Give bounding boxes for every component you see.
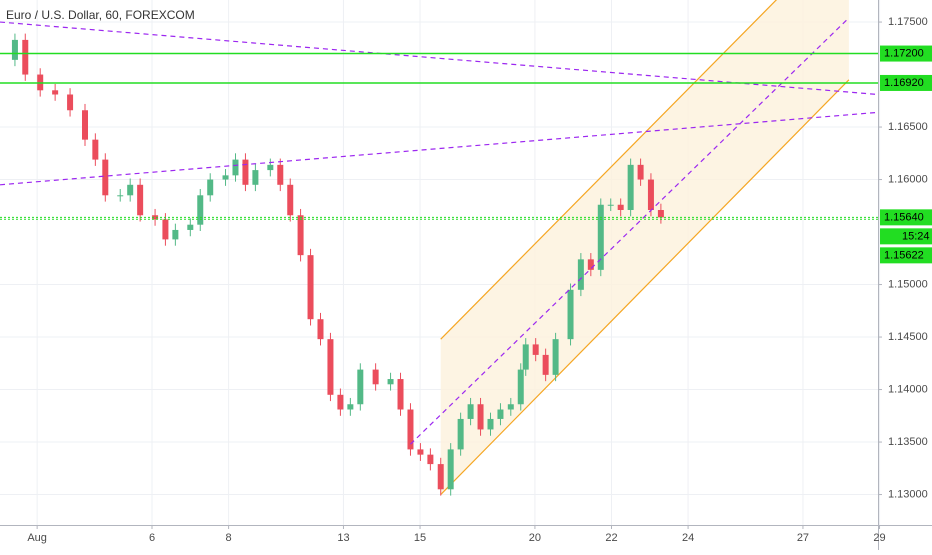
price-tag-label: 1.16920: [884, 77, 924, 89]
candle-body: [637, 164, 644, 180]
candle-body: [427, 454, 434, 465]
trend-line: [410, 17, 850, 445]
x-tick-label: 6: [149, 532, 155, 544]
candle-body: [52, 90, 59, 95]
candle-body: [137, 184, 144, 216]
x-tick-label: 13: [337, 532, 349, 544]
candle-body: [152, 215, 159, 220]
price-tag-label: 1.17200: [884, 47, 924, 59]
candle-body: [297, 215, 304, 256]
candle-body: [397, 379, 404, 410]
price-tag: [880, 209, 932, 226]
countdown-tag: [880, 228, 932, 245]
candle-body: [222, 175, 229, 180]
candle-body: [567, 289, 574, 340]
candle-body: [82, 110, 89, 140]
countdown-label: 15:24: [902, 230, 930, 242]
y-tick-label: 1.14000: [888, 383, 928, 395]
trend-line: [0, 21, 878, 96]
candle-body: [127, 184, 134, 196]
candle-body: [522, 344, 529, 370]
candle-body: [357, 369, 364, 405]
candle-body: [417, 449, 424, 455]
candle-body: [552, 339, 559, 375]
candle-body: [587, 259, 594, 270]
candle-body: [467, 404, 474, 419]
x-tick-label: 29: [873, 532, 885, 544]
candle-body: [647, 179, 654, 210]
x-tick-label: 27: [797, 532, 809, 544]
x-tick-label: Aug: [27, 532, 47, 544]
candle-body: [327, 339, 334, 395]
candle-body: [207, 179, 214, 196]
candle-body: [242, 159, 249, 185]
candle-body: [277, 164, 284, 185]
candle-body: [477, 404, 484, 430]
candle-body: [657, 210, 664, 218]
candle-body: [117, 195, 124, 197]
candle-body: [197, 195, 204, 225]
candle-body: [532, 344, 539, 355]
candle-body: [507, 404, 514, 410]
x-tick-label: 24: [682, 532, 694, 544]
candle-body: [67, 94, 74, 111]
price-tag: [880, 247, 932, 264]
y-tick-label: 1.15000: [888, 278, 928, 290]
candle-body: [187, 224, 194, 230]
price-tag-label: 1.15622: [884, 249, 924, 261]
y-tick-label: 1.16500: [888, 121, 928, 133]
candle-body: [252, 170, 259, 185]
candle-body: [11, 39, 18, 60]
axes: 1.17500 1.16500 1.16000 1.15000 1.14500 1.140…: [27, 16, 932, 544]
candle-body: [617, 204, 624, 210]
candle-body: [162, 219, 169, 240]
candle-body: [577, 259, 584, 290]
candle-body: [607, 204, 614, 206]
candle-body: [22, 39, 29, 75]
candle-body: [307, 255, 314, 320]
candle-body: [387, 379, 394, 385]
candle-body: [347, 404, 354, 410]
candle-body: [372, 369, 379, 385]
candle-body: [627, 164, 634, 210]
candle-body: [287, 184, 294, 216]
x-tick-label: 20: [529, 532, 541, 544]
channel-lower: [440, 79, 850, 495]
candle-body: [337, 394, 344, 410]
candle-body: [437, 464, 444, 490]
x-tick-label: 8: [226, 532, 232, 544]
candle-body: [102, 159, 109, 196]
price-tag-label: 1.15640: [884, 211, 924, 223]
y-tick-label: 1.14500: [888, 331, 928, 343]
x-tick-label: 15: [414, 532, 426, 544]
y-tick-label: 1.16000: [888, 173, 928, 185]
candle-body: [172, 229, 179, 240]
candle-body: [542, 354, 549, 375]
candle-body: [517, 369, 524, 405]
candle-body: [497, 409, 504, 419]
candle-body: [457, 418, 464, 450]
channel-upper: [440, 0, 778, 340]
candle-body: [317, 319, 324, 340]
candle-body: [92, 139, 99, 160]
y-tick-label: 1.17500: [888, 16, 928, 28]
candle-body: [407, 409, 414, 450]
candle-body: [597, 204, 604, 270]
candle-body: [267, 164, 274, 171]
candle-body: [487, 418, 494, 430]
y-tick-label: 1.13500: [888, 436, 928, 448]
x-tick-label: 22: [605, 532, 617, 544]
candle-body: [232, 159, 239, 176]
price-tag: [880, 45, 932, 62]
y-tick-label: 1.13000: [888, 488, 928, 500]
chart-title: Euro / U.S. Dollar, 60, FOREXCOM: [6, 8, 195, 22]
price-tag: [880, 74, 932, 91]
trend-line: [0, 111, 878, 186]
candle-body: [447, 449, 454, 490]
plot-area: [0, 0, 878, 496]
